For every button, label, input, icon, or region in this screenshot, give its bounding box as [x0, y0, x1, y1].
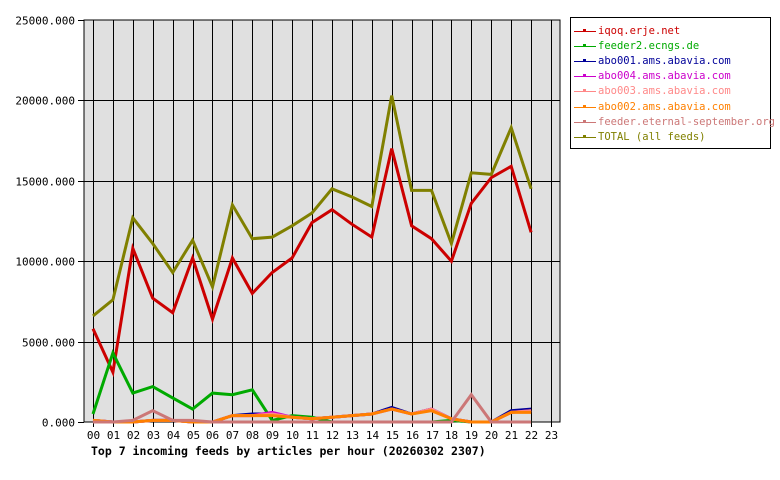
legend-label: feeder.eternal-september.org	[598, 115, 776, 128]
legend-line-marker-icon	[574, 42, 596, 50]
x-tick-label: 00	[87, 429, 100, 442]
x-tick-label: 01	[107, 429, 120, 442]
plot-area	[83, 19, 561, 423]
y-tick-label: 15000.000	[15, 176, 75, 189]
y-tick-label: 10000.000	[15, 256, 75, 269]
x-tick-label: 18	[445, 429, 458, 442]
x-tick-label: 02	[127, 429, 140, 442]
x-tick-label: 08	[246, 429, 259, 442]
x-tick-label: 06	[206, 429, 219, 442]
x-tick-label: 14	[366, 429, 380, 442]
x-tick-label: 13	[346, 429, 359, 442]
legend-item: abo002.ams.abavia.com	[571, 99, 770, 114]
legend: iqoq.erje.net feeder2.ecngs.de abo001.ams.…	[570, 17, 775, 149]
x-axis-ticks: 00 01 02 03 04 05 06 07 08 09 10 11 12 13 14 15 16 17 18 19…	[87, 429, 558, 442]
y-tick-label: 20000.000	[15, 95, 75, 108]
legend-label: iqoq.erje.net	[598, 24, 681, 37]
series-line	[92, 95, 533, 318]
x-tick-label: 22	[525, 429, 538, 442]
x-tick-label: 03	[147, 429, 160, 442]
legend-line-marker-icon	[574, 57, 596, 65]
series-line	[91, 148, 533, 378]
legend-item: abo003.ams.abavia.com	[571, 84, 770, 99]
legend-line-marker-icon	[574, 118, 596, 126]
legend-label: abo001.ams.abavia.com	[598, 54, 731, 67]
legend-label: abo002.ams.abavia.com	[598, 100, 731, 113]
legend-line-marker-icon	[574, 103, 596, 111]
x-tick-label: 11	[306, 429, 319, 442]
y-tick-label: 5000.000	[22, 337, 75, 350]
legend-line-marker-icon	[574, 72, 596, 80]
x-tick-label: 17	[426, 429, 439, 442]
x-tick-label: 12	[326, 429, 339, 442]
legend-item: TOTAL (all feeds)	[571, 129, 770, 144]
y-axis-ticks: 0.000 5000.000 10000.000 15000.000 20000.000…	[15, 15, 84, 430]
legend-label: abo003.ams.abavia.com	[598, 85, 731, 98]
legend-item: feeder2.ecngs.de	[571, 38, 770, 53]
x-tick-label: 23	[545, 429, 558, 442]
legend-line-marker-icon	[574, 133, 596, 141]
y-tick-label: 0.000	[42, 417, 75, 430]
legend-label: abo004.ams.abavia.com	[598, 70, 731, 83]
x-tick-label: 15	[386, 429, 399, 442]
x-tick-label: 19	[465, 429, 478, 442]
legend-item: feeder.eternal-september.org	[571, 114, 775, 129]
chart-title: Top 7 incoming feeds by articles per hou…	[91, 444, 486, 458]
legend-label: TOTAL (all feeds)	[598, 130, 706, 143]
legend-label: feeder2.ecngs.de	[598, 39, 700, 52]
series-lines	[91, 95, 533, 424]
legend-item: iqoq.erje.net	[571, 23, 770, 38]
x-tick-label: 09	[266, 429, 279, 442]
legend-line-marker-icon	[574, 27, 596, 35]
gridlines	[84, 20, 560, 427]
x-tick-label: 07	[226, 429, 239, 442]
y-tick-label: 25000.000	[15, 15, 75, 28]
x-tick-label: 16	[406, 429, 419, 442]
x-tick-label: 04	[167, 429, 181, 442]
legend-item: abo001.ams.abavia.com	[571, 53, 770, 68]
series-line	[93, 392, 532, 424]
x-tick-label: 21	[505, 429, 518, 442]
series-line	[92, 407, 532, 424]
x-tick-label: 20	[485, 429, 498, 442]
x-tick-label: 05	[187, 429, 200, 442]
legend-line-marker-icon	[574, 87, 596, 95]
x-tick-label: 10	[286, 429, 299, 442]
legend-item: abo004.ams.abavia.com	[571, 69, 770, 84]
